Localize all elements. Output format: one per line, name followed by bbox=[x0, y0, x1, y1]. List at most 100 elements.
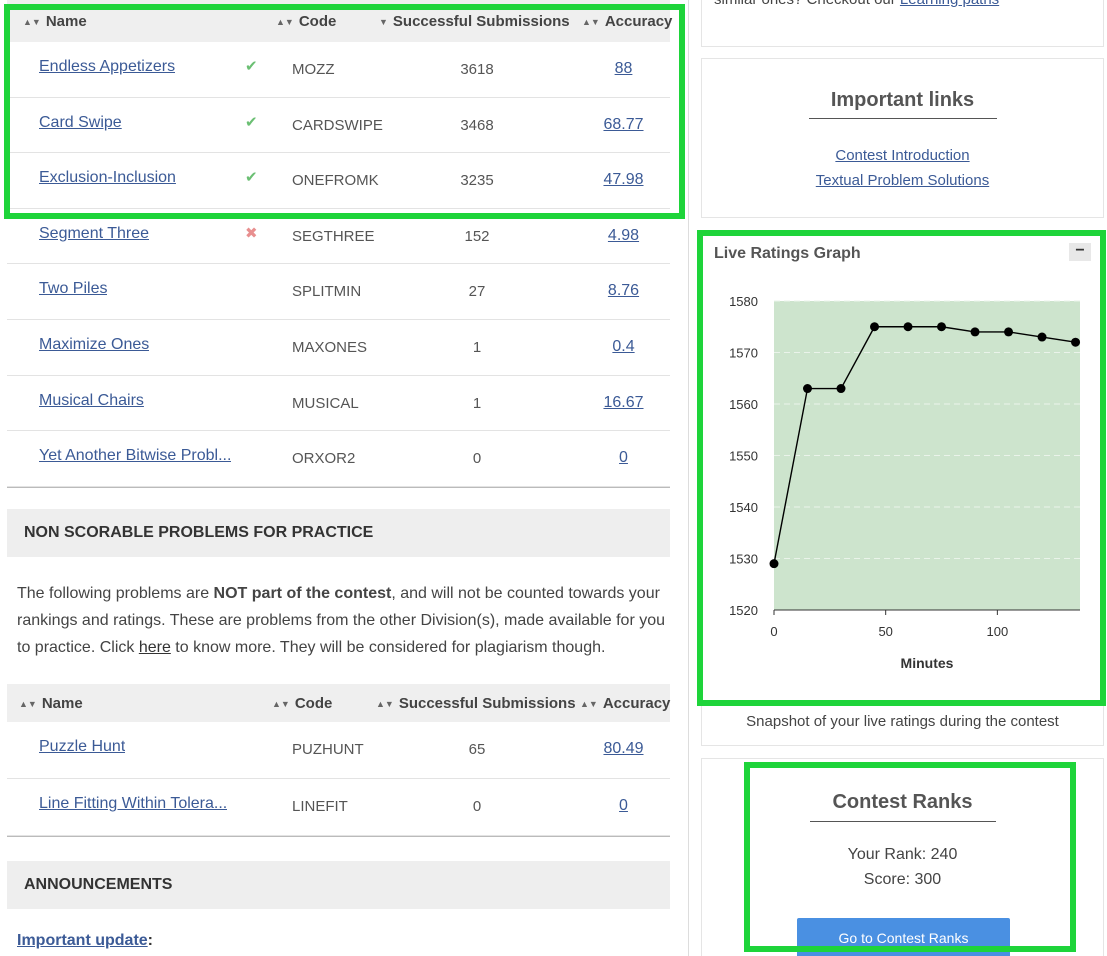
problem-code: LINEFIT bbox=[292, 798, 348, 815]
successful-submissions: 0 bbox=[472, 450, 482, 468]
problem-code: PUZHUNT bbox=[292, 741, 364, 758]
accuracy-link[interactable]: 47.98 bbox=[603, 171, 644, 189]
table-row: Puzzle Hunt PUZHUNT 65 80.49 bbox=[7, 722, 670, 779]
y-tick-label: 1580 bbox=[729, 294, 758, 309]
col-code-header[interactable]: ▲▼ Code bbox=[276, 13, 337, 30]
table-bottom-rule bbox=[7, 486, 670, 488]
go-to-contest-ranks-button[interactable]: Go to Contest Ranks bbox=[797, 918, 1010, 956]
problem-code: MAXONES bbox=[292, 338, 368, 356]
data-point bbox=[803, 384, 813, 394]
accuracy-link[interactable]: 0 bbox=[619, 797, 628, 814]
collapse-icon[interactable]: − bbox=[1069, 243, 1091, 261]
title-underline bbox=[808, 118, 997, 119]
accuracy-link[interactable]: 4.98 bbox=[607, 226, 640, 244]
table-bottom-rule bbox=[7, 836, 670, 837]
y-tick-label: 1570 bbox=[729, 346, 758, 361]
contest-introduction-link[interactable]: Contest Introduction bbox=[835, 147, 970, 164]
x-axis-label: Minutes bbox=[901, 655, 954, 671]
data-point bbox=[970, 327, 980, 337]
practice-problems-table: ▲▼ Name ▲▼ Code ▲▼ Successful Submissions ▲… bbox=[7, 684, 670, 837]
score: Score: 300 bbox=[863, 871, 942, 888]
learning-paths-link[interactable]: Learning paths bbox=[900, 0, 999, 8]
accuracy-link[interactable]: 88 bbox=[614, 60, 633, 77]
col-name-header[interactable]: ▲▼ Name bbox=[19, 695, 83, 712]
sort-desc-icon: ▼ bbox=[379, 17, 388, 27]
column-divider bbox=[688, 0, 689, 956]
table-row: Yet Another Bitwise Probl... ORXOR2 0 0 bbox=[7, 431, 670, 487]
accuracy-link[interactable]: 16.67 bbox=[603, 393, 644, 411]
accuracy-link[interactable]: 0.4 bbox=[612, 337, 635, 355]
cross-icon: ✖ bbox=[245, 224, 258, 242]
problem-name-link[interactable]: Puzzle Hunt bbox=[39, 738, 126, 755]
important-update-link[interactable]: Important update bbox=[17, 932, 148, 949]
sort-both-icon: ▲▼ bbox=[23, 17, 41, 27]
non-scorable-description: The following problems are NOT part of t… bbox=[17, 585, 666, 656]
table-row: Maximize Ones MAXONES 1 0.4 bbox=[7, 320, 670, 376]
successful-submissions: 1 bbox=[472, 394, 482, 412]
problem-name-link[interactable]: Maximize Ones bbox=[39, 335, 150, 353]
data-point bbox=[870, 322, 880, 332]
problem-code: ORXOR2 bbox=[292, 450, 356, 468]
successful-submissions: 152 bbox=[464, 227, 490, 245]
table-row: Exclusion-Inclusion ✔ ONEFROMK 3235 47.98 bbox=[7, 153, 670, 209]
problem-name-link[interactable]: Musical Chairs bbox=[39, 391, 144, 409]
ratings-chart: 1520 1530 1540 1550 1560 1570 1580 0 50 100 Minute… bbox=[729, 294, 1081, 671]
col-accuracy-header[interactable]: ▲▼ Accuracy bbox=[580, 695, 671, 712]
col-subs-header[interactable]: ▲▼ Successful Submissions bbox=[376, 695, 576, 712]
problem-code: CARDSWIPE bbox=[292, 116, 383, 134]
series-line bbox=[773, 326, 1076, 564]
live-ratings-card: Live Ratings Graph − 1520 1530 1540 1550 156… bbox=[701, 230, 1104, 746]
successful-submissions: 3468 bbox=[460, 116, 494, 134]
successful-submissions: 65 bbox=[468, 741, 486, 758]
your-rank: Your Rank: 240 bbox=[847, 846, 958, 863]
col-code-header[interactable]: ▲▼ Code bbox=[272, 695, 333, 712]
problem-name-link[interactable]: Line Fitting Within Tolera... bbox=[39, 795, 228, 812]
accuracy-link[interactable]: 80.49 bbox=[603, 740, 644, 757]
learning-paths-card: similar ones? Checkout our Learning path… bbox=[701, 0, 1104, 47]
table-row: Segment Three ✖ SEGTHREE 152 4.98 bbox=[7, 209, 670, 265]
y-tick-label: 1540 bbox=[729, 500, 758, 515]
non-scorable-heading: NON SCORABLE PROBLEMS FOR PRACTICE bbox=[7, 509, 670, 557]
successful-submissions: 3235 bbox=[460, 172, 494, 190]
col-subs-header[interactable]: ▼ Successful Submissions bbox=[379, 13, 570, 30]
important-links-card: Important links Contest Introduction Tex… bbox=[701, 58, 1104, 218]
sort-both-icon: ▲▼ bbox=[276, 17, 294, 27]
accuracy-link[interactable]: 8.76 bbox=[607, 282, 640, 300]
col-accuracy-header[interactable]: ▲▼ Accuracy bbox=[582, 13, 673, 30]
x-tick-label: 0 bbox=[770, 624, 777, 639]
col-name-header[interactable]: ▲▼ Name bbox=[23, 13, 87, 30]
problem-code: SEGTHREE bbox=[292, 227, 375, 245]
problem-name-link[interactable]: Segment Three bbox=[39, 224, 149, 242]
x-tick-label: 100 bbox=[987, 624, 1009, 639]
accuracy-link[interactable]: 68.77 bbox=[603, 115, 644, 133]
y-tick-label: 1550 bbox=[729, 449, 758, 464]
table-row: Two Piles SPLITMIN 27 8.76 bbox=[7, 264, 670, 320]
main-content: ▲▼ Name ▲▼ Code ▼ Successful Submissions ▲▼… bbox=[7, 0, 673, 949]
problem-code: SPLITMIN bbox=[292, 283, 362, 301]
problem-name-link[interactable]: Endless Appetizers bbox=[39, 58, 176, 75]
announcements-heading: ANNOUNCEMENTS bbox=[7, 861, 670, 909]
data-point bbox=[836, 384, 846, 394]
data-point bbox=[1004, 327, 1014, 337]
title-underline bbox=[809, 821, 996, 822]
accuracy-link[interactable]: 0 bbox=[619, 449, 628, 467]
problem-name-link[interactable]: Exclusion-Inclusion bbox=[39, 169, 176, 187]
sort-both-icon: ▲▼ bbox=[580, 699, 598, 709]
problem-name-link[interactable]: Yet Another Bitwise Probl... bbox=[39, 447, 232, 465]
problem-name-link[interactable]: Card Swipe bbox=[39, 113, 122, 131]
important-update: Important update: bbox=[17, 932, 153, 949]
successful-submissions: 1 bbox=[472, 338, 482, 356]
y-tick-label: 1530 bbox=[729, 552, 758, 567]
y-tick-label: 1560 bbox=[729, 397, 758, 412]
problem-name-link[interactable]: Two Piles bbox=[39, 280, 108, 298]
check-icon: ✔ bbox=[245, 58, 258, 75]
data-point bbox=[903, 322, 913, 332]
data-point bbox=[937, 322, 947, 332]
here-link[interactable]: here bbox=[138, 639, 171, 656]
textual-solutions-link[interactable]: Textual Problem Solutions bbox=[815, 172, 990, 189]
table-row: Line Fitting Within Tolera... LINEFIT 0 0 bbox=[7, 779, 670, 836]
check-icon: ✔ bbox=[245, 113, 258, 131]
data-point bbox=[1071, 337, 1081, 347]
scorable-problems-table: ▲▼ Name ▲▼ Code ▼ Successful Submissions ▲▼… bbox=[7, 0, 673, 488]
x-tick-label: 50 bbox=[878, 624, 892, 639]
